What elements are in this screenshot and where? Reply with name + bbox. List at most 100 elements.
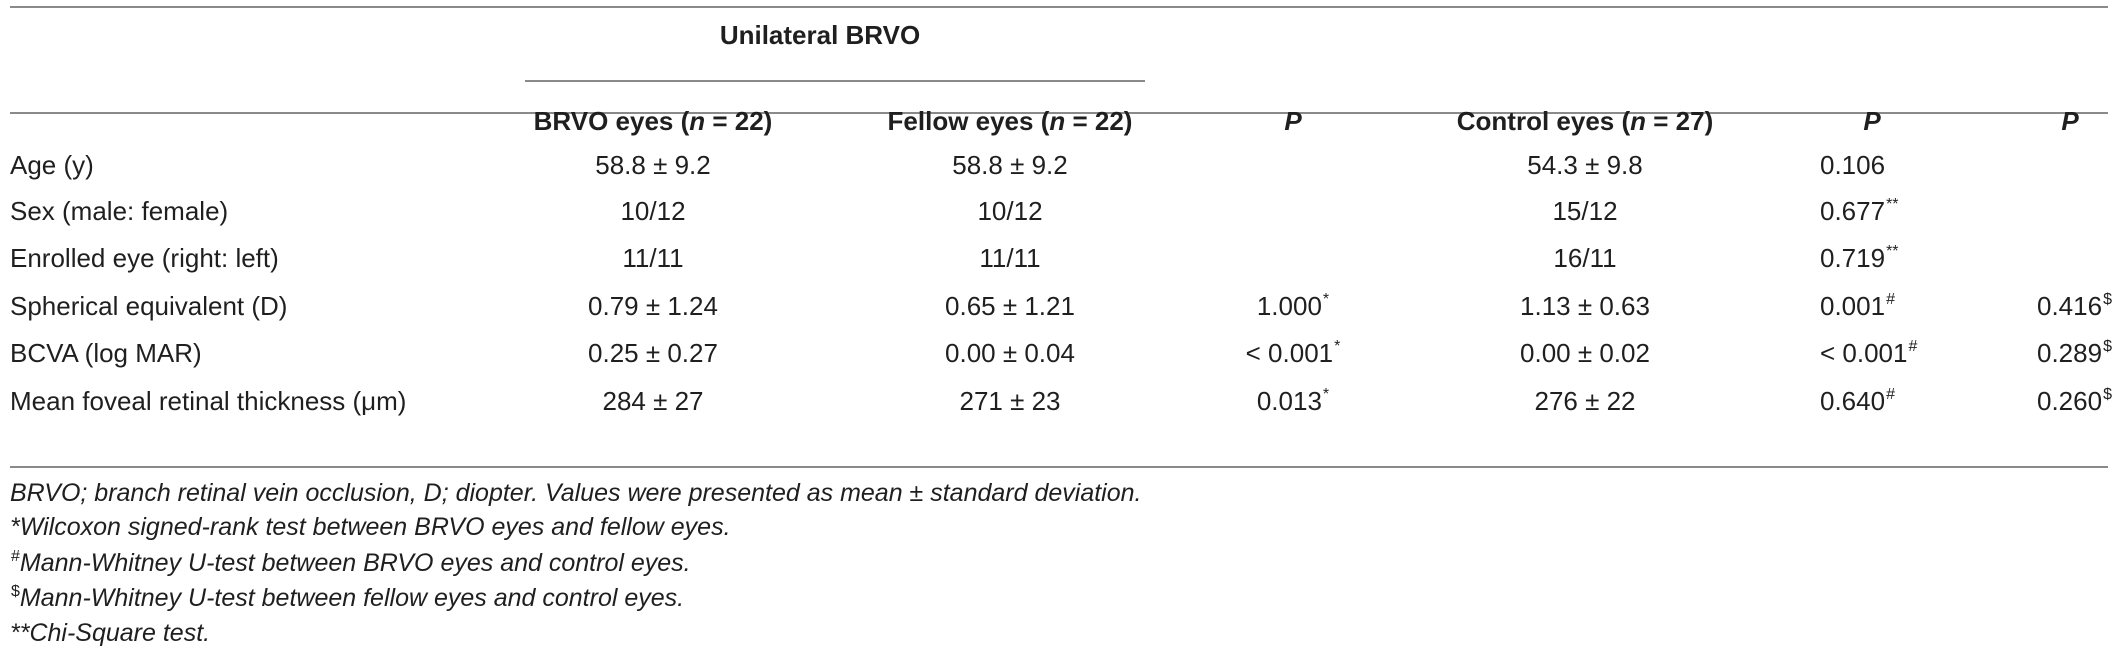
cell-fellow-value: 58.8 ± 9.2 [952,150,1068,180]
cell-p-brvo-vs-control-marker: # [1908,338,1918,355]
cell-p-brvo-vs-fellow-value: 0.013 [1256,386,1322,416]
cell-p-brvo-vs-fellow-value: 1.000 [1256,291,1322,321]
cell-fellow: 11/11 [979,243,1040,273]
footnote-text: Mann-Whitney U-test between BRVO eyes an… [19,549,691,577]
table-bottom-rule [10,466,2108,468]
footnote: *Wilcoxon signed-rank test between BRVO … [10,512,731,542]
cell-control-value: 276 ± 22 [1534,386,1636,416]
cell-brvo-value: 58.8 ± 9.2 [595,150,711,180]
cell-p-fellow-vs-control-marker: $ [2103,291,2112,308]
cell-control: 16/11 [1553,243,1616,273]
cell-control: 15/12 [1552,196,1617,226]
cell-p-brvo-vs-fellow-marker: * [1322,291,1330,308]
cell-p-brvo-vs-fellow-marker: * [1334,338,1341,355]
row-label: BCVA (log MAR) [10,338,202,368]
group-header-rule [525,80,1145,82]
cell-brvo-value: 10/12 [620,196,686,226]
cell-brvo: 284 ± 27 [602,386,703,416]
cell-brvo-value: 284 ± 27 [602,386,704,416]
cell-brvo: 10/12 [620,196,685,226]
cell-p-fellow-vs-control-value: 0.416 [2037,291,2103,321]
footnote: **Chi-Square test. [10,618,210,648]
cell-control: 276 ± 22 [1534,386,1635,416]
row-label: Spherical equivalent (D) [10,291,287,321]
row-label-value: Mean foveal retinal thickness (μm) [10,386,407,416]
cell-fellow: 10/12 [977,196,1042,226]
row-label-value: Sex (male: female) [10,196,229,226]
cell-p-brvo-vs-fellow-marker: * [1322,386,1330,403]
cell-control-value: 15/12 [1552,196,1618,226]
cell-p-brvo-vs-control-marker: ** [1886,196,1899,213]
cell-control-value: 1.13 ± 0.63 [1520,291,1650,321]
footnote: #Mann-Whitney U-test between BRVO eyes a… [10,548,691,578]
cell-p-fellow-vs-control-value: 0.260 [2037,386,2103,416]
footnote-text: **Chi-Square test. [10,619,211,647]
cell-p-fellow-vs-control: 0.289$ [2037,338,2112,368]
cell-brvo: 0.25 ± 0.27 [588,338,718,368]
cell-p-brvo-vs-control: 0.106 [1820,150,1886,180]
cell-p-brvo-vs-fellow: < 0.001* [1246,338,1341,368]
cell-fellow-value: 271 ± 23 [959,386,1061,416]
cell-control: 0.00 ± 0.02 [1520,338,1650,368]
cell-p-brvo-vs-control-value: 0.719 [1820,243,1886,273]
cell-p-fellow-vs-control-marker: $ [2103,338,2112,355]
cell-p-brvo-vs-fellow: 1.000* [1257,291,1329,321]
footnote: BRVO; branch retinal vein occlusion, D; … [10,478,1141,508]
cell-fellow: 271 ± 23 [959,386,1060,416]
cell-brvo-value: 0.25 ± 0.27 [588,338,718,368]
cell-p-brvo-vs-control-marker: # [1886,386,1895,403]
cell-p-brvo-vs-control-value: 0.001 [1820,291,1886,321]
cell-fellow-value: 0.00 ± 0.04 [945,338,1075,368]
header-bottom-rule [10,112,2108,114]
col-header-p1: P [1284,106,1302,136]
cell-brvo: 11/11 [622,243,683,273]
row-label-value: Spherical equivalent (D) [10,291,288,321]
row-label: Age (y) [10,150,94,180]
cell-brvo: 58.8 ± 9.2 [595,150,710,180]
row-label: Sex (male: female) [10,196,228,226]
cell-p-fellow-vs-control-value: 0.289 [2037,338,2103,368]
cell-brvo: 0.79 ± 1.24 [588,291,718,321]
cell-p-brvo-vs-control: 0.640# [1820,386,1895,416]
cell-control: 1.13 ± 0.63 [1520,291,1650,321]
col-header-brvo-eyes: BRVO eyes (n = 22) [533,106,773,136]
cell-p-fellow-vs-control: 0.260$ [2037,386,2112,416]
cell-fellow: 0.00 ± 0.04 [945,338,1075,368]
row-label-value: BCVA (log MAR) [10,338,202,368]
cell-p-brvo-vs-control-marker: ** [1886,243,1899,260]
footnote-marker: # [11,548,20,565]
cell-fellow: 58.8 ± 9.2 [952,150,1067,180]
cell-p-brvo-vs-control-marker: # [1886,291,1895,308]
cell-control-value: 16/11 [1553,243,1617,273]
col-header-p3: P [2061,106,2079,136]
col-header-p2: P [1863,106,1881,136]
table-top-rule [10,6,2108,8]
cell-p-brvo-vs-control: < 0.001# [1820,338,1917,368]
footnote-text: BRVO; branch retinal vein occlusion, D; … [10,479,1142,507]
cell-p-brvo-vs-control-value: 0.640 [1820,386,1886,416]
footnote-text: Mann-Whitney U-test between fellow eyes … [19,584,685,612]
cell-fellow-value: 11/11 [979,243,1041,273]
cell-control-value: 0.00 ± 0.02 [1520,338,1650,368]
row-label: Enrolled eye (right: left) [10,243,279,273]
cell-p-brvo-vs-control: 0.677** [1820,196,1899,226]
cell-p-brvo-vs-control-value: 0.106 [1820,150,1886,180]
group-header-unilateral-brvo: Unilateral BRVO [719,20,921,50]
footnote: $Mann-Whitney U-test between fellow eyes… [10,583,684,613]
footnote-text: *Wilcoxon signed-rank test between BRVO … [10,513,731,541]
cell-p-fellow-vs-control-marker: $ [2103,386,2112,403]
cell-control: 54.3 ± 9.8 [1527,150,1642,180]
cell-p-brvo-vs-control: 0.001# [1820,291,1895,321]
cell-p-fellow-vs-control: 0.416$ [2037,291,2112,321]
cell-brvo-value: 11/11 [622,243,684,273]
row-label-value: Enrolled eye (right: left) [10,243,279,273]
cell-p-brvo-vs-fellow: 0.013* [1257,386,1329,416]
cell-fellow: 0.65 ± 1.21 [945,291,1075,321]
footnote-marker: $ [11,583,20,600]
cell-p-brvo-vs-control: 0.719** [1820,243,1899,273]
col-header-control-eyes: Control eyes (n = 27) [1456,106,1714,136]
cell-p-brvo-vs-control-value: 0.677 [1820,196,1886,226]
cell-fellow-value: 10/12 [977,196,1043,226]
cell-fellow-value: 0.65 ± 1.21 [945,291,1075,321]
cell-brvo-value: 0.79 ± 1.24 [588,291,718,321]
